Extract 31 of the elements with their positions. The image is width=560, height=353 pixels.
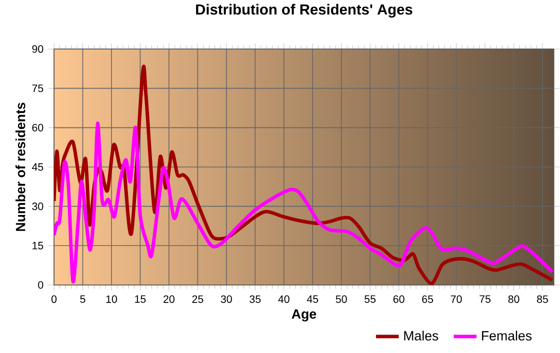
y-tick-label: 90 [32, 45, 44, 53]
x-tick-label: 55 [364, 295, 376, 303]
x-axis-title: Age [292, 309, 316, 322]
x-tick-label: 25 [192, 295, 204, 303]
x-tick-label: 35 [250, 295, 261, 303]
x-tick-label: 40 [278, 295, 290, 303]
x-tick-label: 70 [450, 295, 462, 303]
x-tick-label: 85 [537, 295, 548, 303]
legend-label: Females [482, 330, 532, 340]
legend-label: Males [404, 330, 438, 340]
x-tick-label: 45 [306, 295, 318, 303]
x-tick-label: 30 [220, 295, 232, 303]
x-tick-label: 10 [106, 295, 117, 303]
line-series [54, 121, 554, 284]
y-axis-title: Number of residents [15, 102, 26, 231]
y-tick-label: 60 [32, 124, 44, 132]
x-tick-label: 75 [480, 295, 491, 303]
x-tick-label: 65 [422, 295, 434, 303]
x-tick-label: 60 [393, 295, 404, 303]
x-tick-label: 80 [508, 295, 520, 303]
y-tick-label: 15 [32, 242, 44, 250]
x-tick-label: 15 [135, 295, 146, 303]
y-tick-label: 45 [32, 163, 44, 171]
y-tick-label: 0 [38, 281, 44, 289]
chart-title: Distribution of Residents' Ages [196, 4, 412, 18]
y-tick-label: 30 [32, 202, 44, 210]
y-tick-label: 75 [32, 84, 44, 92]
x-tick-label: 0 [51, 295, 57, 303]
x-tick-label: 50 [336, 295, 347, 303]
x-tick-label: 20 [164, 295, 174, 303]
x-tick-label: 5 [80, 295, 86, 303]
